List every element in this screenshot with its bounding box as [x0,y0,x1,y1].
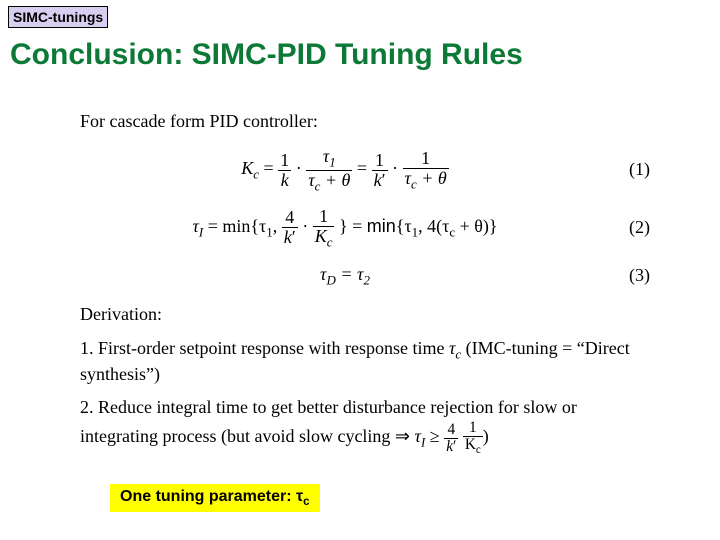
intro-text: For cascade form PID controller: [80,110,650,133]
equation-3-number: (3) [610,264,650,287]
derivation-item: 1. First-order setpoint response with re… [80,337,650,387]
equation-3: τD = τ2 (3) [80,263,650,289]
derivation-list: 1. First-order setpoint response with re… [80,337,650,457]
tuning-parameter-box: One tuning parameter: τc [110,484,320,512]
tuning-parameter-symbol: τc [296,488,310,505]
equation-2-number: (2) [610,216,650,239]
slide: SIMC-tunings Conclusion: SIMC-PID Tuning… [0,0,720,540]
derivation-label: Derivation: [80,303,650,326]
equation-1-body: Kc = 1 k · τ1 τc + θ = 1 k′ · 1 [80,147,610,192]
tuning-parameter-prefix: One tuning parameter: [120,488,296,505]
eq1-lhs: Kc [241,158,259,178]
equation-2: τI = min{τ1, 4 k′ · 1 Kc } = min{τ1, 4(τ… [80,207,650,249]
series-tag-text: SIMC-tunings [13,9,103,25]
eq2-lhs: τI [192,216,203,236]
series-tag: SIMC-tunings [8,6,108,28]
equation-1-number: (1) [610,158,650,181]
derivation-item: 2. Reduce integral time to get better di… [80,396,650,456]
equation-2-body: τI = min{τ1, 4 k′ · 1 Kc } = min{τ1, 4(τ… [80,207,610,249]
slide-title-text: Conclusion: SIMC-PID Tuning Rules [10,38,523,71]
eq3-lhs: τD [320,264,336,284]
content-area: For cascade form PID controller: Kc = 1 … [80,110,650,457]
equation-1: Kc = 1 k · τ1 τc + θ = 1 k′ · 1 [80,147,650,192]
equation-3-body: τD = τ2 [80,263,610,289]
slide-title: Conclusion: SIMC-PID Tuning Rules [10,38,523,72]
